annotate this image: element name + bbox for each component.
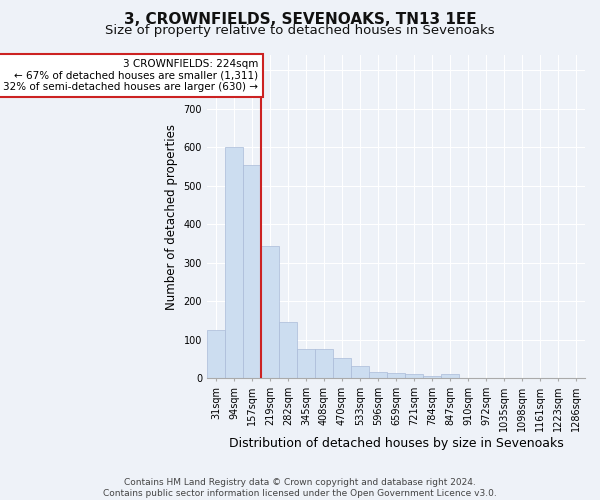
Bar — [333, 358, 351, 378]
Bar — [225, 148, 243, 378]
Bar — [387, 373, 405, 378]
Bar — [315, 350, 333, 378]
Bar — [423, 376, 441, 378]
Y-axis label: Number of detached properties: Number of detached properties — [165, 124, 178, 310]
Bar — [207, 330, 225, 378]
Text: Size of property relative to detached houses in Sevenoaks: Size of property relative to detached ho… — [105, 24, 495, 37]
Text: 3, CROWNFIELDS, SEVENOAKS, TN13 1EE: 3, CROWNFIELDS, SEVENOAKS, TN13 1EE — [124, 12, 476, 28]
Bar — [369, 372, 387, 378]
Bar — [405, 374, 423, 378]
Bar — [297, 350, 315, 378]
Text: 3 CROWNFIELDS: 224sqm
← 67% of detached houses are smaller (1,311)
32% of semi-d: 3 CROWNFIELDS: 224sqm ← 67% of detached … — [3, 59, 258, 92]
Bar — [261, 246, 279, 378]
Bar — [243, 164, 261, 378]
X-axis label: Distribution of detached houses by size in Sevenoaks: Distribution of detached houses by size … — [229, 437, 563, 450]
Bar — [279, 322, 297, 378]
Bar — [351, 366, 369, 378]
Text: Contains HM Land Registry data © Crown copyright and database right 2024.
Contai: Contains HM Land Registry data © Crown c… — [103, 478, 497, 498]
Bar — [441, 374, 459, 378]
